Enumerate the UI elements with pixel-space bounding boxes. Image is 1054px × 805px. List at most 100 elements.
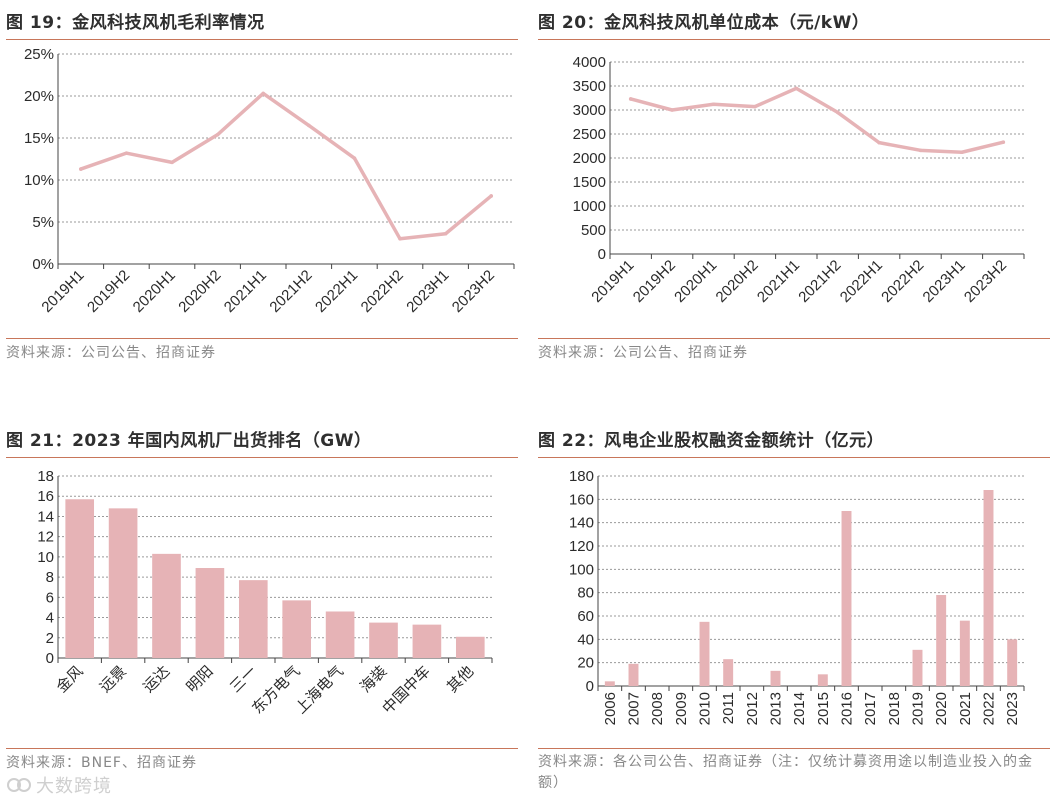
source-note: 资料来源：各公司公告、招商证券（注：仅统计募资用途以制造业投入的金额）	[538, 754, 1033, 791]
x-tick-label: 2022H2	[358, 267, 407, 316]
bar	[912, 649, 923, 686]
bar	[325, 611, 355, 658]
x-tick-label: 2010	[697, 692, 714, 725]
source-rule	[6, 338, 518, 339]
data-point	[1001, 140, 1006, 144]
y-tick-label: 2500	[573, 126, 606, 143]
x-tick-label: 2021H1	[754, 257, 803, 306]
title-rule	[538, 39, 1050, 40]
source-note: 资料来源：公司公告、招商证券	[538, 345, 748, 361]
source-note: 资料来源：公司公告、招商证券	[6, 345, 216, 361]
data-point	[753, 104, 757, 109]
x-tick-label: 2019H2	[630, 257, 679, 306]
y-tick-label: 120	[569, 538, 594, 555]
x-tick-label: 中国中车	[379, 663, 433, 717]
source-rule	[538, 748, 1050, 749]
bar	[936, 595, 947, 686]
bar	[108, 508, 138, 658]
y-tick-label: 15%	[24, 130, 54, 147]
data-point	[79, 167, 83, 171]
y-tick-label: 0%	[32, 256, 54, 273]
series-line	[628, 86, 1006, 154]
x-tick-label: 2023	[1004, 692, 1021, 725]
bar	[628, 663, 639, 686]
x-tick-label: 2019H1	[38, 267, 87, 316]
y-tick-label: 1000	[573, 198, 606, 215]
y-tick-label: 140	[569, 515, 594, 532]
x-tick-label: 2022H2	[878, 257, 927, 306]
y-tick-label: 20%	[24, 88, 54, 105]
y-tick-label: 14	[37, 508, 54, 525]
x-tick-label: 上海电气	[292, 663, 346, 717]
y-tick-label: 0	[586, 678, 594, 695]
x-tick-label: 2015	[815, 692, 832, 725]
bar	[817, 674, 828, 686]
x-tick-label: 金风	[53, 663, 86, 696]
bar	[412, 624, 442, 658]
x-tick-label: 2023H2	[961, 257, 1010, 306]
bar	[604, 681, 615, 686]
y-tick-label: 10	[37, 549, 54, 566]
x-tick-label: 2006	[602, 692, 619, 725]
x-tick-label: 2022H1	[312, 267, 361, 316]
x-tick-label: 2020	[933, 692, 950, 725]
data-point	[960, 150, 964, 155]
x-tick-label: 2012	[744, 692, 761, 725]
y-tick-label: 10%	[24, 172, 54, 189]
unit-cost-line-chart: 050010001500200025003000350040002019H120…	[573, 54, 1025, 306]
x-tick-label: 2022	[981, 692, 998, 725]
data-point	[398, 237, 402, 241]
bar	[841, 511, 852, 686]
chart-panel-20: 图 20：金风科技风机单位成本（元/kW） 0 500 1000 1500 2000 25…	[538, 8, 1050, 368]
y-tick-label: 100	[569, 561, 594, 578]
x-tick-label: 2021H2	[266, 267, 315, 316]
x-tick-label: 2008	[649, 692, 666, 725]
bar	[723, 659, 734, 686]
x-tick-label: 三一	[227, 663, 260, 696]
y-tick-label: 40	[577, 631, 594, 648]
x-tick-label: 2022H1	[837, 257, 886, 306]
data-point	[307, 123, 311, 128]
y-tick-label: 160	[569, 491, 594, 508]
y-tick-label: 0	[598, 246, 606, 263]
data-point	[261, 91, 265, 96]
data-point	[877, 140, 881, 145]
gross-margin-line-chart: 0% 5% 10% 15% 20% 25% 2019H12019H22020H12020H2…	[24, 48, 515, 316]
y-tick-label: 80	[577, 585, 594, 602]
y-tick-label: 25%	[24, 48, 54, 63]
x-tick-label: 2023H1	[403, 267, 452, 316]
x-tick-label: 海装	[357, 663, 390, 696]
x-tick-label: 2017	[862, 692, 879, 725]
x-tick-label: 2021H2	[795, 257, 844, 306]
y-tick-label: 3000	[573, 102, 606, 119]
x-tick-label: 2020H1	[130, 267, 179, 316]
x-tick-label: 明阳	[183, 663, 216, 696]
data-point	[489, 194, 494, 198]
x-tick-label: 2011	[720, 692, 737, 724]
chart-title: 图 19：金风科技风机毛利率情况	[6, 13, 265, 33]
y-tick-label: 500	[581, 222, 606, 239]
series-line	[79, 91, 493, 241]
bar	[983, 490, 994, 686]
data-point	[918, 148, 923, 153]
y-tick-label: 8	[46, 569, 54, 586]
x-tick-label: 2014	[791, 692, 808, 725]
x-tick-label: 2016	[839, 692, 856, 725]
y-tick-label: 12	[37, 529, 54, 546]
y-tick-label: 4	[46, 610, 54, 627]
chart-title: 图 20：金风科技风机单位成本（元/kW）	[538, 13, 870, 33]
bar	[699, 621, 710, 686]
watermark-text: 大数跨境	[36, 776, 112, 797]
bar	[152, 553, 181, 658]
chart-title: 图 22：风电企业股权融资金额统计（亿元）	[538, 431, 885, 451]
chart-panel-22: 图 22：风电企业股权融资金额统计（亿元） 0 20 40 60 80 100 120 140…	[538, 426, 1050, 801]
title-rule	[6, 457, 518, 458]
x-tick-label: 2013	[768, 692, 785, 725]
y-tick-label: 60	[577, 608, 594, 625]
y-tick-label: 16	[37, 488, 54, 505]
x-tick-label: 2019H1	[588, 257, 637, 306]
bar	[770, 670, 781, 686]
data-point	[215, 132, 220, 137]
bar	[369, 622, 398, 658]
x-tick-label: 2019	[910, 692, 927, 725]
